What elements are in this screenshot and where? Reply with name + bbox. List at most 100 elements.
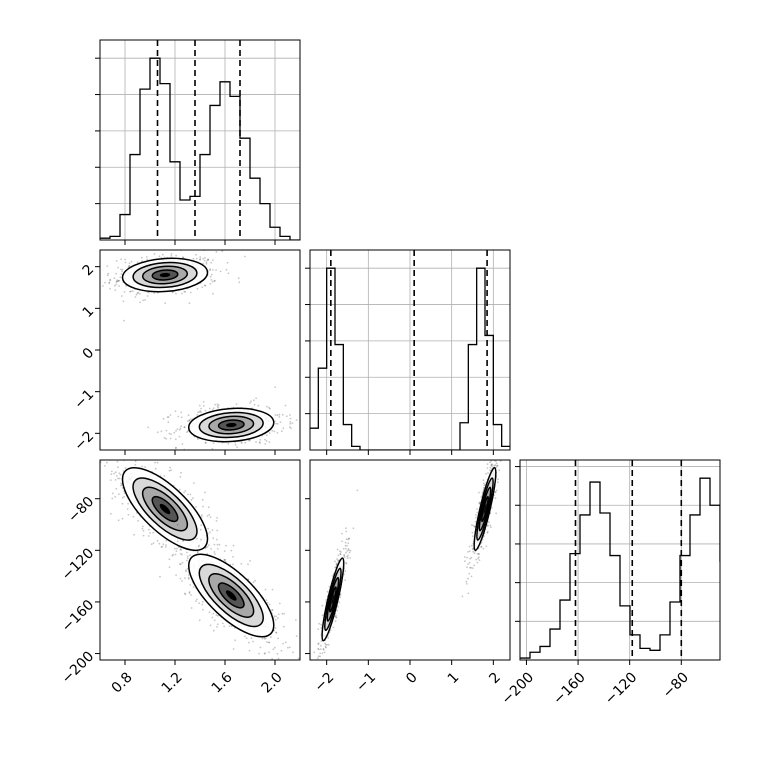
scatter-point bbox=[123, 495, 125, 498]
scatter-point bbox=[495, 512, 498, 515]
scatter-point bbox=[221, 250, 224, 253]
joint-panel-0-2-x-tick-label: 1.6 bbox=[209, 669, 236, 696]
joint-panel-0-2-x-tick-label: 1.2 bbox=[159, 669, 186, 696]
scatter-point bbox=[471, 567, 474, 569]
scatter-point bbox=[338, 601, 341, 604]
joint-panel-0-1-content bbox=[100, 248, 298, 450]
scatter-point bbox=[117, 477, 119, 480]
scatter-point bbox=[204, 442, 207, 444]
scatter-point bbox=[158, 542, 161, 545]
scatter-point bbox=[201, 286, 204, 289]
scatter-point bbox=[113, 472, 115, 475]
scatter-point bbox=[288, 646, 291, 649]
scatter-point bbox=[179, 563, 182, 565]
scatter-point bbox=[190, 418, 192, 421]
scatter-point bbox=[182, 539, 185, 542]
scatter-point bbox=[249, 560, 252, 562]
scatter-point bbox=[331, 575, 334, 577]
scatter-point bbox=[318, 665, 320, 667]
scatter-point bbox=[139, 301, 142, 304]
scatter-point bbox=[106, 274, 109, 277]
scatter-point bbox=[284, 641, 287, 644]
scatter-point bbox=[475, 514, 477, 516]
scatter-point bbox=[479, 501, 481, 504]
scatter-point bbox=[207, 258, 210, 261]
scatter-point bbox=[203, 259, 206, 262]
scatter-point bbox=[184, 577, 186, 579]
joint-panel-0-2-frame bbox=[99, 459, 301, 661]
scatter-point bbox=[200, 514, 203, 517]
scatter-point bbox=[195, 600, 198, 602]
scatter-point bbox=[107, 272, 109, 275]
scatter-point bbox=[181, 443, 184, 445]
scatter-point bbox=[144, 466, 147, 468]
scatter-point bbox=[190, 607, 193, 609]
scatter-point bbox=[179, 427, 182, 430]
scatter-point bbox=[195, 253, 197, 256]
scatter-point bbox=[148, 535, 150, 537]
scatter-point bbox=[180, 425, 183, 427]
scatter-point bbox=[125, 285, 127, 287]
scatter-point bbox=[123, 319, 125, 322]
hist-panel-1-grid bbox=[310, 250, 510, 450]
scatter-point bbox=[488, 521, 490, 524]
scatter-point bbox=[154, 461, 157, 464]
scatter-point bbox=[109, 279, 111, 282]
scatter-point bbox=[198, 602, 201, 605]
hist-panel-2-x-tick-label: −80 bbox=[660, 669, 692, 701]
scatter-point bbox=[106, 461, 108, 464]
scatter-point bbox=[217, 404, 220, 407]
scatter-point bbox=[490, 464, 493, 467]
scatter-point bbox=[172, 291, 174, 293]
scatter-point bbox=[170, 433, 172, 436]
scatter-point bbox=[244, 635, 246, 638]
scatter-point bbox=[228, 625, 231, 628]
scatter-point bbox=[200, 411, 203, 414]
scatter-point bbox=[274, 414, 277, 416]
scatter-point bbox=[339, 553, 342, 555]
scatter-point bbox=[325, 599, 327, 601]
scatter-point bbox=[216, 623, 219, 626]
scatter-point bbox=[146, 258, 149, 261]
scatter-point bbox=[211, 280, 214, 283]
scatter-point bbox=[214, 279, 216, 282]
scatter-point bbox=[491, 463, 493, 466]
scatter-point bbox=[268, 441, 271, 443]
scatter-point bbox=[497, 478, 499, 481]
scatter-point bbox=[281, 413, 284, 416]
scatter-point bbox=[478, 502, 481, 504]
scatter-point bbox=[124, 261, 127, 264]
scatter-point bbox=[283, 612, 285, 615]
scatter-point bbox=[130, 290, 132, 293]
scatter-point bbox=[277, 613, 280, 616]
scatter-point bbox=[499, 460, 502, 462]
scatter-point bbox=[282, 427, 285, 430]
scatter-point bbox=[468, 550, 471, 553]
scatter-point bbox=[470, 575, 473, 578]
scatter-point bbox=[317, 642, 320, 645]
scatter-point bbox=[323, 651, 326, 654]
scatter-point bbox=[187, 577, 190, 580]
scatter-point bbox=[326, 590, 329, 593]
scatter-point bbox=[129, 290, 131, 293]
scatter-point bbox=[320, 644, 322, 647]
scatter-point bbox=[213, 619, 216, 622]
scatter-point bbox=[477, 557, 479, 560]
scatter-point bbox=[215, 251, 218, 253]
scatter-point bbox=[494, 497, 497, 500]
scatter-point bbox=[201, 600, 204, 603]
scatter-point bbox=[200, 248, 202, 250]
scatter-point bbox=[253, 399, 255, 402]
scatter-point bbox=[130, 260, 133, 263]
scatter-point bbox=[334, 620, 337, 623]
scatter-point bbox=[217, 406, 220, 409]
scatter-point bbox=[347, 538, 349, 541]
scatter-point bbox=[252, 640, 255, 643]
scatter-point bbox=[267, 641, 270, 644]
scatter-point bbox=[473, 552, 476, 555]
scatter-point bbox=[332, 626, 335, 629]
scatter-point bbox=[180, 411, 183, 414]
scatter-point bbox=[169, 466, 172, 469]
scatter-point bbox=[261, 637, 264, 640]
scatter-point bbox=[271, 588, 274, 591]
